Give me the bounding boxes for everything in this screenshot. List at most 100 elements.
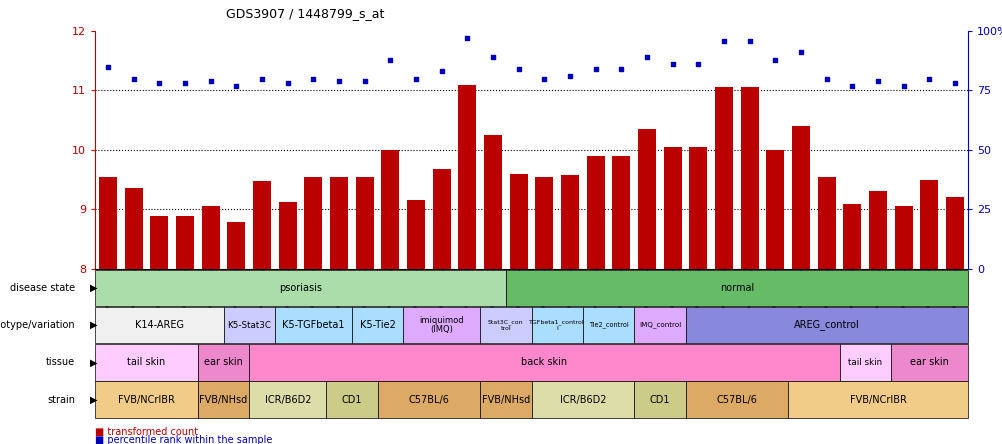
Bar [458, 84, 476, 269]
Text: ■ transformed count: ■ transformed count [95, 427, 198, 437]
Text: CD1: CD1 [649, 395, 669, 404]
Point [280, 80, 296, 87]
Bar [176, 216, 194, 269]
Bar [792, 126, 810, 269]
Text: ▶: ▶ [90, 283, 97, 293]
Point [228, 82, 244, 89]
Text: FVB/NCrIBR: FVB/NCrIBR [849, 395, 906, 404]
Bar [99, 177, 117, 269]
Bar [305, 177, 322, 269]
Bar [586, 156, 604, 269]
Text: ▶: ▶ [90, 357, 97, 367]
Bar [407, 200, 425, 269]
Text: TGFbeta1_control
l: TGFbeta1_control l [529, 320, 584, 330]
Text: psoriasis: psoriasis [279, 283, 322, 293]
Text: ▶: ▶ [90, 320, 97, 330]
Text: ear skin: ear skin [204, 357, 242, 367]
Bar [381, 150, 399, 269]
Point [510, 66, 526, 73]
Point [946, 80, 962, 87]
Bar [253, 181, 271, 269]
Bar [740, 87, 758, 269]
Bar [330, 177, 348, 269]
Bar [945, 198, 963, 269]
Text: ▶: ▶ [90, 395, 97, 404]
Bar [124, 188, 142, 269]
Point [408, 75, 424, 82]
Text: AREG_control: AREG_control [793, 320, 859, 330]
Bar [201, 206, 219, 269]
Bar [868, 191, 886, 269]
Point [459, 35, 475, 42]
Text: ICR/B6D2: ICR/B6D2 [559, 395, 605, 404]
Bar [766, 150, 784, 269]
Text: FVB/NHsd: FVB/NHsd [481, 395, 529, 404]
Bar [356, 177, 374, 269]
Text: CD1: CD1 [342, 395, 362, 404]
Text: imiquimod
(IMQ): imiquimod (IMQ) [419, 316, 464, 334]
Bar [279, 202, 297, 269]
Point [638, 54, 654, 61]
Text: K5-TGFbeta1: K5-TGFbeta1 [282, 320, 345, 330]
Point [100, 63, 116, 70]
Text: back skin: back skin [521, 357, 567, 367]
Point [689, 61, 705, 68]
Text: strain: strain [47, 395, 75, 404]
Point [151, 80, 167, 87]
Text: C57BL/6: C57BL/6 [715, 395, 757, 404]
Point [587, 66, 603, 73]
Point [895, 82, 911, 89]
Bar [714, 87, 732, 269]
Bar [637, 129, 655, 269]
Text: K5-Stat3C: K5-Stat3C [227, 321, 271, 329]
Point [125, 75, 141, 82]
Text: C57BL/6: C57BL/6 [408, 395, 449, 404]
Point [536, 75, 552, 82]
Point [485, 54, 501, 61]
Bar [484, 135, 502, 269]
Text: K5-Tie2: K5-Tie2 [360, 320, 395, 330]
Text: Stat3C_con
trol: Stat3C_con trol [488, 320, 523, 330]
Text: K14-AREG: K14-AREG [135, 320, 183, 330]
Bar [227, 222, 245, 269]
Point [869, 77, 885, 84]
Point [202, 77, 218, 84]
Text: ICR/B6D2: ICR/B6D2 [265, 395, 311, 404]
Bar [612, 156, 630, 269]
Text: disease state: disease state [10, 283, 75, 293]
Point [254, 75, 270, 82]
Text: ear skin: ear skin [909, 357, 948, 367]
Point [715, 37, 731, 44]
Bar [509, 174, 527, 269]
Bar [920, 179, 938, 269]
Point [382, 56, 398, 63]
Point [921, 75, 937, 82]
Text: tail skin: tail skin [848, 358, 882, 367]
Bar [560, 175, 578, 269]
Bar [688, 147, 706, 269]
Bar [894, 206, 912, 269]
Point [818, 75, 834, 82]
Text: GDS3907 / 1448799_s_at: GDS3907 / 1448799_s_at [226, 7, 384, 20]
Point [331, 77, 347, 84]
Text: FVB/NCrIBR: FVB/NCrIBR [118, 395, 175, 404]
Bar [150, 216, 168, 269]
Point [561, 73, 577, 80]
Point [664, 61, 680, 68]
Text: ■ percentile rank within the sample: ■ percentile rank within the sample [95, 435, 273, 444]
Point [613, 66, 629, 73]
Point [433, 68, 449, 75]
Point [306, 75, 322, 82]
Text: Tie2_control: Tie2_control [588, 321, 628, 329]
Text: tissue: tissue [46, 357, 75, 367]
Text: FVB/NHsd: FVB/NHsd [199, 395, 247, 404]
Text: normal: normal [719, 283, 754, 293]
Bar [843, 205, 861, 269]
Point [793, 49, 809, 56]
Point [357, 77, 373, 84]
Text: IMQ_control: IMQ_control [638, 321, 680, 329]
Bar [432, 169, 450, 269]
Bar [817, 177, 835, 269]
Text: tail skin: tail skin [127, 357, 165, 367]
Point [844, 82, 860, 89]
